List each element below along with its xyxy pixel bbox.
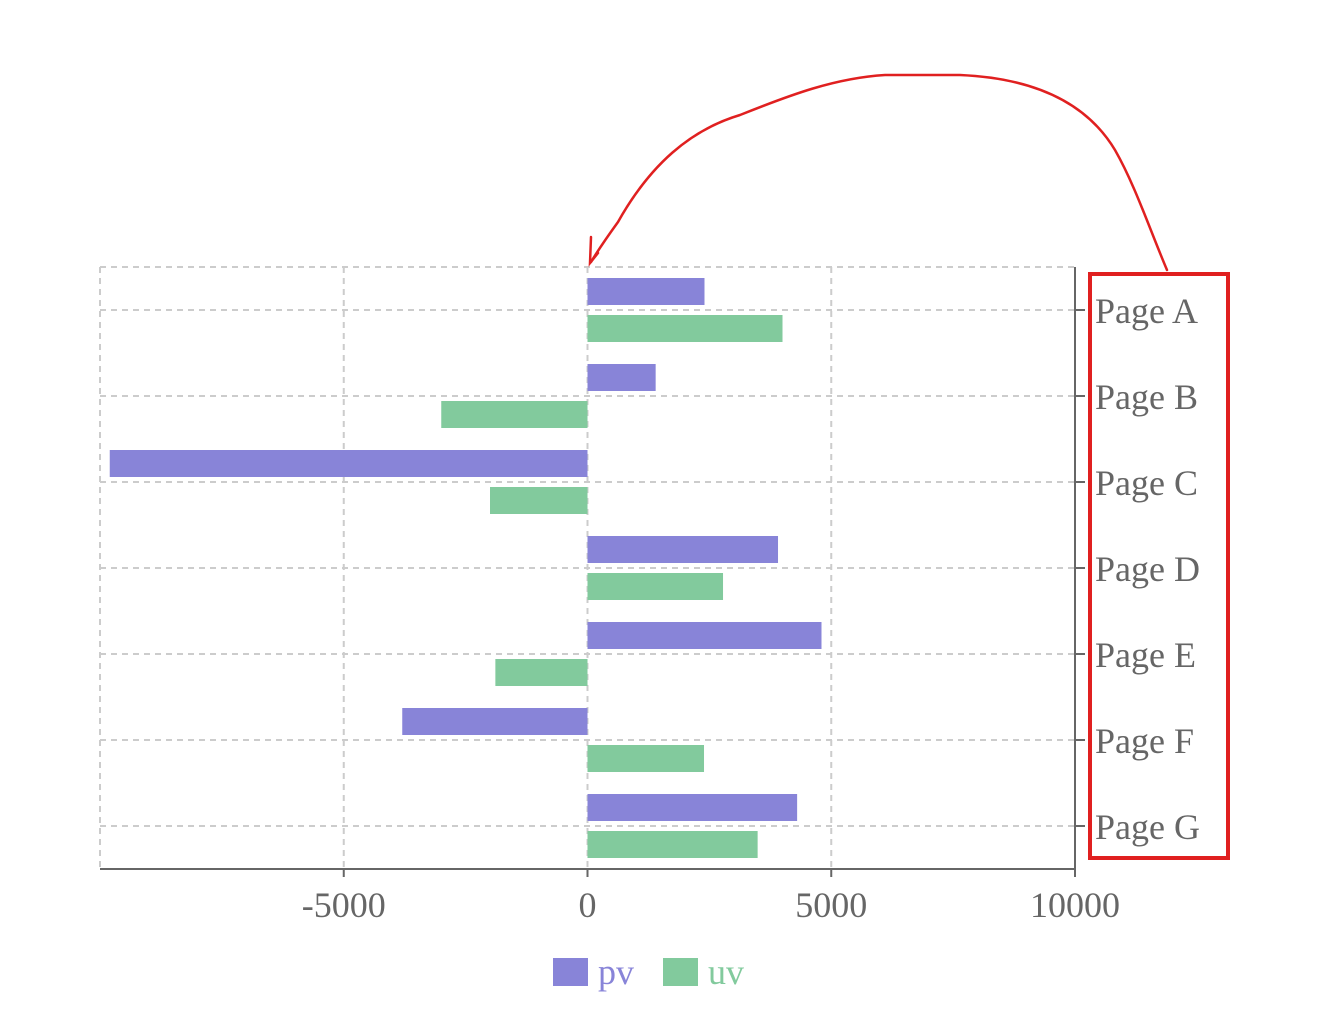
y-axis-ticks: Page A Page B Page C Page D Page E Page F Page…: [1075, 291, 1200, 847]
bar-uv-page-b[interactable]: [441, 401, 588, 428]
bar-uv-page-e[interactable]: [495, 659, 588, 686]
bar-pv-page-b[interactable]: [587, 364, 656, 391]
annotation-arrow: [589, 73, 1169, 272]
y-tick-label: Page G: [1095, 807, 1200, 847]
legend-label-pv[interactable]: pv: [598, 952, 634, 992]
x-tick-label: 5000: [795, 885, 867, 925]
x-tick-label: 10000: [1030, 885, 1120, 925]
bar-pv-page-e[interactable]: [587, 622, 822, 649]
x-axis-ticks: -5000 0 5000 10000: [302, 869, 1120, 925]
bar-pv-page-g[interactable]: [587, 794, 798, 821]
bar-pv-page-d[interactable]: [587, 536, 779, 563]
legend-swatch-uv[interactable]: [663, 958, 698, 986]
highlight-box: [1088, 272, 1230, 860]
bar-uv-page-a[interactable]: [587, 315, 783, 342]
bar-pv-page-c[interactable]: [109, 450, 588, 477]
bar-pv-page-f[interactable]: [402, 708, 588, 735]
legend-label-uv[interactable]: uv: [708, 952, 744, 992]
x-tick-label: -5000: [302, 885, 386, 925]
annotation-arrowhead: [588, 235, 600, 267]
y-tick-label: Page D: [1095, 549, 1200, 589]
y-tick-label: Page E: [1095, 635, 1196, 675]
x-tick-label: 0: [579, 885, 597, 925]
grid: [99, 266, 1076, 869]
legend[interactable]: pv uv: [553, 952, 744, 992]
bar-uv-page-c[interactable]: [490, 487, 588, 514]
y-tick-label: Page A: [1095, 291, 1198, 331]
bar-uv-page-d[interactable]: [587, 573, 724, 600]
bar-uv-page-f[interactable]: [587, 745, 705, 772]
y-tick-label: Page B: [1095, 377, 1198, 417]
bar-uv-page-g[interactable]: [587, 831, 758, 858]
y-tick-label: Page F: [1095, 721, 1194, 761]
bar-pv-page-a[interactable]: [587, 278, 705, 305]
bars: [109, 278, 822, 858]
y-tick-label: Page C: [1095, 463, 1198, 503]
legend-swatch-pv[interactable]: [553, 958, 588, 986]
